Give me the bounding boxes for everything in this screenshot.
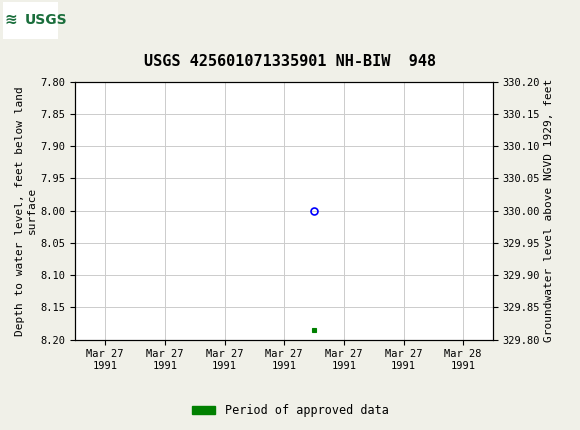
Text: USGS: USGS — [24, 12, 67, 27]
Text: USGS 425601071335901 NH-BIW  948: USGS 425601071335901 NH-BIW 948 — [144, 54, 436, 69]
Y-axis label: Groundwater level above NGVD 1929, feet: Groundwater level above NGVD 1929, feet — [545, 79, 554, 342]
Text: ≋: ≋ — [4, 12, 17, 27]
Y-axis label: Depth to water level, feet below land
surface: Depth to water level, feet below land su… — [15, 86, 37, 335]
Bar — [3, 2, 58, 39]
Legend: Period of approved data: Period of approved data — [187, 399, 393, 422]
